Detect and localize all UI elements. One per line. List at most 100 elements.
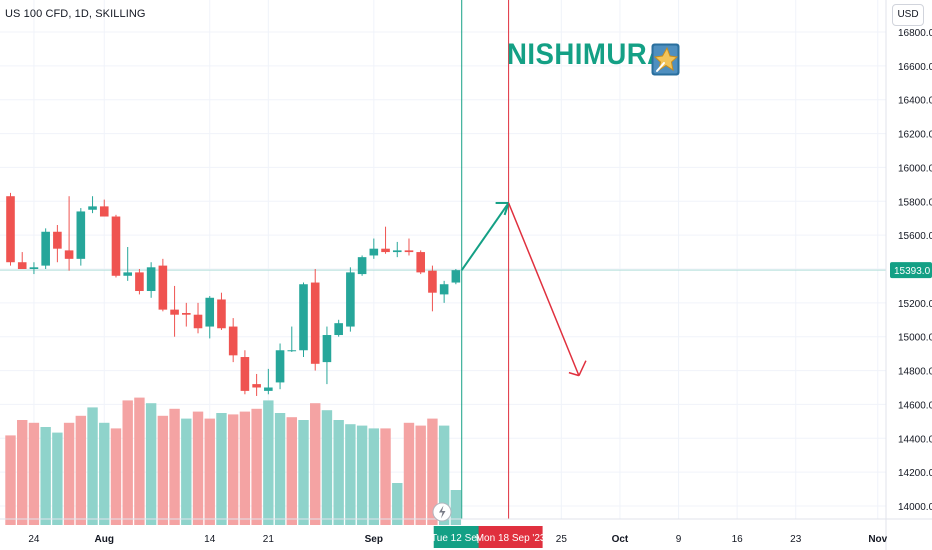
- candle: [439, 280, 449, 303]
- symbol-title[interactable]: US 100 CFD, 1D, SKILLING: [5, 8, 146, 20]
- time-tick-label: 21: [263, 534, 275, 545]
- time-tick-label: Oct: [612, 534, 629, 545]
- volume-bar: [28, 422, 40, 525]
- candle-body: [369, 248, 379, 256]
- volume-bar: [263, 400, 274, 525]
- candle: [170, 285, 179, 337]
- volume-bar: [310, 403, 321, 525]
- candle-body: [135, 272, 144, 292]
- candle-body: [346, 272, 355, 327]
- candle-body: [392, 250, 402, 253]
- volume-bar: [438, 425, 450, 525]
- candle-body: [123, 272, 132, 276]
- date-marker-label: Mon 18 Sep '23: [476, 533, 546, 544]
- candle-body: [29, 267, 39, 269]
- candle-body: [170, 309, 179, 315]
- candle: [99, 199, 109, 217]
- volume-bar: [75, 415, 87, 525]
- price-tick-label: 16800.0: [898, 28, 932, 39]
- volume-bar: [87, 407, 98, 525]
- candle: [88, 196, 97, 214]
- candle: [392, 241, 402, 258]
- candle-body: [217, 299, 226, 329]
- candle-body: [228, 326, 238, 356]
- candle: [146, 262, 156, 298]
- candle: [310, 269, 320, 371]
- projection-up-arrowhead: [503, 202, 510, 216]
- candle: [29, 262, 39, 275]
- candle: [381, 226, 390, 254]
- date-marker-tag: [478, 526, 543, 548]
- volume-bar: [40, 427, 51, 525]
- volume-bar: [345, 424, 356, 525]
- price-tick-label: 14000.0: [898, 502, 932, 513]
- candle: [369, 238, 379, 259]
- candle-body: [146, 267, 156, 292]
- candle-body: [88, 206, 97, 210]
- time-tick-label: 9: [676, 534, 682, 545]
- volume-bar: [169, 408, 180, 525]
- projection-arrows: [460, 201, 587, 377]
- candle-body: [158, 265, 168, 310]
- volume-bars: [5, 397, 462, 525]
- volume-bar: [63, 422, 75, 525]
- volume-bar: [298, 420, 309, 525]
- time-tick-label: Nov: [868, 534, 887, 545]
- time-tick-label: 23: [790, 534, 802, 545]
- candle: [6, 192, 15, 266]
- candle: [17, 252, 27, 269]
- volume-bar: [415, 425, 426, 525]
- brand-name: NISHIMURA: [507, 38, 668, 71]
- candle-body: [416, 252, 425, 273]
- date-marker-tag: [433, 526, 480, 548]
- candle-body: [334, 323, 343, 336]
- candle-body: [6, 196, 15, 263]
- volume-bar: [239, 411, 251, 525]
- volume-bar: [392, 483, 403, 525]
- candle-body: [322, 335, 332, 363]
- price-tick-label: 14400.0: [898, 434, 932, 445]
- candle: [205, 296, 215, 339]
- volume-bar: [134, 397, 145, 525]
- volume-bar: [216, 413, 227, 525]
- candle: [416, 250, 425, 275]
- candle: [135, 269, 144, 295]
- candle: [322, 326, 332, 385]
- star-badge-icon: [651, 43, 680, 76]
- price-axis[interactable]: 14000.0 14200.0 14400.0 14600.0 14800.0 15000…: [885, 0, 932, 550]
- projection-down-arrowhead: [568, 371, 580, 377]
- candle: [111, 214, 121, 278]
- candle-body: [381, 248, 390, 253]
- candle: [76, 208, 86, 266]
- time-tick-label: 24: [28, 534, 40, 545]
- candle: [451, 269, 461, 285]
- volume-bar: [204, 418, 215, 525]
- candle-body: [357, 257, 367, 275]
- volume-bar: [356, 425, 368, 525]
- candle-body: [439, 284, 449, 295]
- candle-body: [275, 350, 285, 383]
- candle-body: [205, 297, 215, 327]
- last-price-tag: [890, 262, 932, 279]
- date-marker-label: Tue 12 Sep: [431, 533, 483, 544]
- volume-bar: [145, 403, 157, 525]
- candle-body: [252, 384, 261, 388]
- candle-body: [264, 387, 273, 391]
- last-price-label: 15393.0: [894, 266, 931, 277]
- price-tick-label: 16600.0: [898, 62, 932, 73]
- candle-body: [451, 270, 461, 283]
- volume-bar: [5, 435, 16, 525]
- lightning-icon[interactable]: [432, 502, 452, 522]
- price-tick-label: 14800.0: [898, 367, 932, 378]
- volume-bar: [251, 408, 262, 525]
- currency-button[interactable]: USD: [892, 4, 924, 26]
- candle-body: [41, 231, 50, 266]
- candle-body: [76, 211, 86, 259]
- price-tick-label: 15000.0: [898, 333, 932, 344]
- candle-body: [287, 350, 297, 352]
- price-tick-label: 15600.0: [898, 231, 932, 242]
- candle: [240, 350, 250, 395]
- candle-body: [404, 250, 414, 253]
